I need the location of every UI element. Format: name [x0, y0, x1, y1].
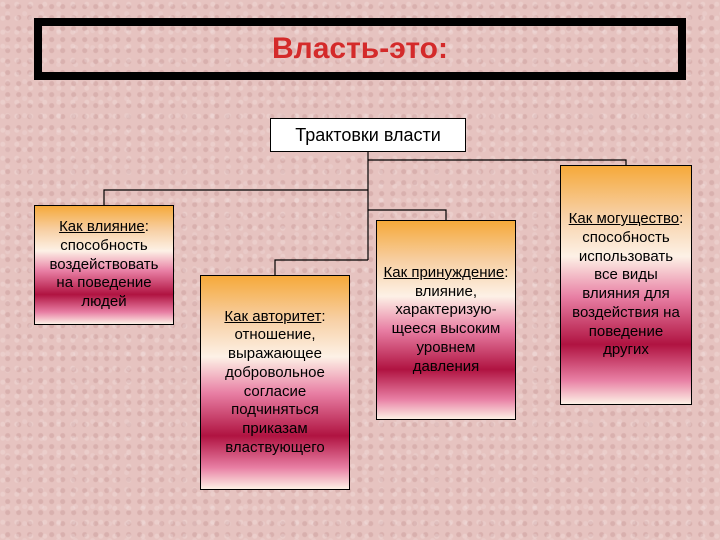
node-authority-text: Как авторитет: отношение, выражающее доб… [207, 308, 343, 458]
slide-canvas: Власть-это: Трактовки власти Как влияние… [0, 0, 720, 540]
node-influence-text: Как влияние: способность воздействовать … [41, 218, 167, 312]
slide-title: Власть-это: [272, 32, 448, 66]
root-node-label: Трактовки власти [295, 125, 441, 146]
node-influence: Как влияние: способность воздействовать … [34, 205, 174, 325]
node-authority: Как авторитет: отношение, выражающее доб… [200, 275, 350, 490]
node-influence-term: Как влияние [59, 218, 145, 235]
node-power-term: Как могущество [569, 210, 679, 227]
root-node: Трактовки власти [270, 118, 466, 152]
node-authority-term: Как авторитет [224, 308, 321, 325]
node-coercion: Как принуждение: влияние, характеризую- … [376, 220, 516, 420]
node-power: Как могущество: способность использовать… [560, 165, 692, 405]
node-coercion-text: Как принуждение: влияние, характеризую- … [383, 264, 509, 377]
title-frame: Власть-это: [34, 18, 686, 80]
node-coercion-term: Как принуждение [384, 264, 505, 281]
node-power-text: Как могущество: способность использовать… [567, 210, 685, 360]
